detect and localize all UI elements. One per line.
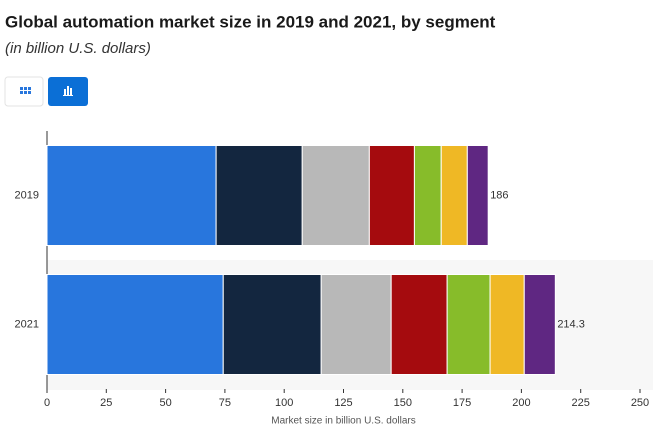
chart-subtitle: (in billion U.S. dollars): [5, 40, 151, 57]
bar-segment: [301, 145, 370, 246]
bar-segment: [215, 145, 303, 246]
y-tick-label: 2021: [15, 318, 39, 330]
chart-view-button[interactable]: [48, 77, 88, 106]
x-tick-label: 100: [275, 397, 293, 409]
x-axis-label: Market size in billion U.S. dollars: [271, 416, 416, 427]
x-tick-label: 175: [453, 397, 471, 409]
x-tick-label: 200: [512, 397, 530, 409]
total-label: 186: [490, 189, 508, 201]
x-tick-label: 0: [44, 397, 50, 409]
x-tick-label: 150: [394, 397, 412, 409]
bar-segment: [368, 145, 415, 246]
bar-segment: [489, 274, 525, 375]
x-tick-label: 75: [219, 397, 231, 409]
x-tick-label: 225: [572, 397, 590, 409]
bar-segment: [446, 274, 491, 375]
bar-segment: [46, 274, 224, 375]
x-tick-label: 25: [100, 397, 112, 409]
bar-segment: [523, 274, 556, 375]
bar-segment: [440, 145, 468, 246]
bar-segment: [413, 145, 442, 246]
bar-segment: [390, 274, 448, 375]
y-tick-label: 2019: [15, 189, 39, 201]
x-tick-label: 250: [631, 397, 649, 409]
bar-segment: [466, 145, 489, 246]
x-tick-label: 50: [159, 397, 171, 409]
bar-segment: [222, 274, 322, 375]
chart-title: Global automation market size in 2019 an…: [5, 12, 496, 31]
total-label: 214.3: [557, 318, 585, 330]
bar-segment: [320, 274, 392, 375]
x-tick-label: 125: [334, 397, 352, 409]
bar-segment: [46, 145, 217, 246]
table-view-button[interactable]: [4, 76, 44, 107]
